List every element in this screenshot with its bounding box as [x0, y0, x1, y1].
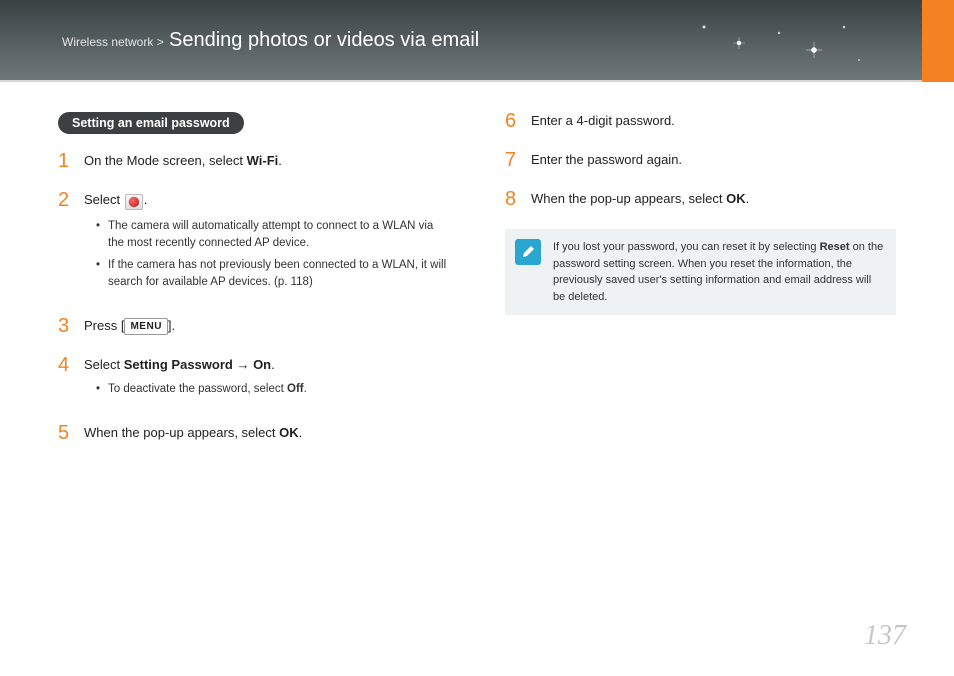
step-text: When the pop-up appears, select OK. — [531, 191, 749, 206]
note-box: If you lost your password, you can reset… — [505, 229, 896, 315]
breadcrumb: Wireless network > — [62, 35, 167, 49]
step-body: When the pop-up appears, select OK. — [84, 424, 449, 443]
menu-label: MENU — [124, 318, 167, 336]
sub-item: The camera will automatically attempt to… — [96, 218, 449, 251]
step-text: Enter the password again. — [531, 152, 682, 167]
sub-item: To deactivate the password, select Off. — [96, 381, 449, 398]
step-number: 5 — [58, 423, 72, 443]
email-icon — [125, 194, 143, 210]
note-text: If you lost your password, you can reset… — [553, 239, 884, 305]
step-body: On the Mode screen, select Wi-Fi. — [84, 152, 449, 171]
step-number: 7 — [505, 150, 519, 170]
page-number: 137 — [864, 620, 906, 652]
step-number: 6 — [505, 111, 519, 131]
right-column: 6 Enter a 4-digit password. 7 Enter the … — [505, 112, 896, 463]
step: 3 Press [MENU]. — [58, 317, 449, 336]
step-body: Press [MENU]. — [84, 317, 449, 336]
step-text: Select . — [84, 192, 147, 207]
step: 1 On the Mode screen, select Wi-Fi. — [58, 152, 449, 171]
step-body: Select . The camera will automatically a… — [84, 191, 449, 297]
step: 6 Enter a 4-digit password. — [505, 112, 896, 131]
step-number: 8 — [505, 189, 519, 209]
step-text: On the Mode screen, select Wi-Fi. — [84, 153, 282, 168]
sub-item: If the camera has not previously been co… — [96, 257, 449, 290]
content-area: Setting an email password 1 On the Mode … — [0, 82, 954, 463]
step-number: 2 — [58, 190, 72, 297]
step: 5 When the pop-up appears, select OK. — [58, 424, 449, 443]
sub-list: To deactivate the password, select Off. — [84, 381, 449, 398]
step: 4 Select Setting Password → On. To deact… — [58, 356, 449, 404]
step-text: Press [MENU]. — [84, 318, 175, 333]
step-body: Enter a 4-digit password. — [531, 112, 896, 131]
step-number: 4 — [58, 355, 72, 404]
step-text: Select Setting Password → On. — [84, 357, 275, 372]
sub-list: The camera will automatically attempt to… — [84, 218, 449, 291]
page-header: Wireless network > Sending photos or vid… — [0, 0, 954, 82]
step-number: 1 — [58, 151, 72, 171]
step-text: When the pop-up appears, select OK. — [84, 425, 302, 440]
orange-side-tab — [922, 0, 954, 82]
step-body: When the pop-up appears, select OK. — [531, 190, 896, 209]
step: 2 Select . The camera will automatically… — [58, 191, 449, 297]
step-body: Enter the password again. — [531, 151, 896, 170]
step-number: 3 — [58, 316, 72, 336]
step-text: Enter a 4-digit password. — [531, 113, 675, 128]
left-column: Setting an email password 1 On the Mode … — [58, 112, 449, 463]
pen-icon — [515, 239, 541, 265]
step: 8 When the pop-up appears, select OK. — [505, 190, 896, 209]
header-sparkle-decoration — [684, 15, 884, 75]
step-body: Select Setting Password → On. To deactiv… — [84, 356, 449, 404]
page-title: Sending photos or videos via email — [169, 29, 479, 51]
section-badge: Setting an email password — [58, 112, 244, 134]
step: 7 Enter the password again. — [505, 151, 896, 170]
